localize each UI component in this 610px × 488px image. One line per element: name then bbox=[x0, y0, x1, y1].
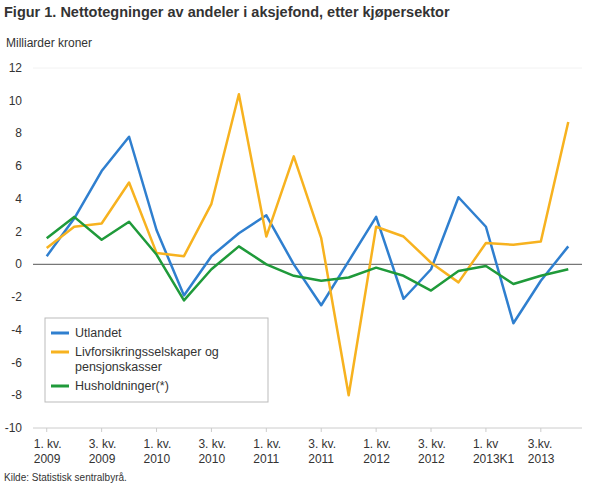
legend-box bbox=[45, 318, 268, 402]
y-tick-label: 12 bbox=[9, 61, 23, 75]
x-axis-line bbox=[33, 428, 582, 429]
y-tick-label: 6 bbox=[15, 159, 22, 173]
text-line: Utlandet bbox=[75, 326, 122, 340]
text-line: 2011 bbox=[253, 452, 279, 466]
x-tick bbox=[540, 428, 541, 432]
series-line bbox=[47, 217, 569, 300]
text-line: 2010 bbox=[198, 452, 225, 466]
x-tick-label: 3. kv.2012 bbox=[418, 437, 446, 466]
y-tick bbox=[30, 428, 33, 429]
x-tick bbox=[266, 428, 267, 432]
y-tick-label: -10 bbox=[5, 421, 23, 435]
y-tick bbox=[30, 68, 33, 69]
text-line: 2011 bbox=[308, 452, 334, 466]
text-line: 2009 bbox=[89, 452, 116, 466]
title: Figur 1. Nettotegninger av andeler i aks… bbox=[4, 4, 450, 20]
x-tick-label: 3. kv.2010 bbox=[198, 437, 226, 466]
legend: Utlandet Livforsikringsselskaper ogpensjo… bbox=[45, 318, 268, 402]
x-tick bbox=[321, 428, 322, 432]
plot-area bbox=[47, 94, 569, 395]
legend-label: Utlandet bbox=[75, 326, 122, 340]
y-tick bbox=[30, 395, 33, 396]
series-line bbox=[47, 94, 569, 395]
x-tick bbox=[156, 428, 157, 432]
y-tick-label: 0 bbox=[15, 257, 22, 271]
text-line: 2012 bbox=[418, 452, 445, 466]
text-line: 1. kv. bbox=[144, 437, 172, 451]
y-tick-label: 10 bbox=[9, 94, 23, 108]
y-tick bbox=[30, 297, 33, 298]
x-tick bbox=[431, 428, 432, 432]
x-tick bbox=[101, 428, 102, 432]
legend-label: Livforsikringsselskaper ogpensjonskasser bbox=[75, 345, 219, 374]
source: Kilde: Statistisk sentralbyrå. bbox=[4, 472, 127, 483]
text-line: pensjonskasser bbox=[75, 360, 162, 374]
x-tick bbox=[376, 428, 377, 432]
x-tick bbox=[46, 428, 47, 432]
axes: -10-8-6-4-20246810121. kv.20093. kv.2009… bbox=[5, 61, 582, 466]
y-tick bbox=[30, 231, 33, 232]
y-tick bbox=[30, 166, 33, 167]
text-line: 1. kv bbox=[473, 437, 498, 451]
text-line: 3. kv. bbox=[308, 437, 336, 451]
text-line: 2009 bbox=[34, 452, 61, 466]
text-line: 2010 bbox=[144, 452, 171, 466]
x-tick-label: 3. kv.2011 bbox=[308, 437, 336, 466]
legend-label: Husholdninger(*) bbox=[75, 379, 169, 393]
legend-swatch bbox=[51, 332, 69, 335]
y-tick bbox=[30, 133, 33, 134]
y-axis-label: Milliarder kroner bbox=[6, 36, 92, 50]
text-line: 2013 bbox=[528, 452, 555, 466]
chart: Figur 1. Nettotegninger av andeler i aks… bbox=[0, 0, 610, 488]
y-tick-label: -2 bbox=[11, 290, 22, 304]
y-tick-label: 8 bbox=[15, 126, 22, 140]
x-tick-label: 1. kv.2011 bbox=[253, 437, 281, 466]
x-tick-label: 1. kv.2012 bbox=[363, 437, 391, 466]
text-line: 2012 bbox=[363, 452, 390, 466]
series-line bbox=[47, 137, 569, 324]
x-tick-label: 3. kv.2009 bbox=[89, 437, 117, 466]
text-line: 3. kv. bbox=[198, 437, 226, 451]
y-tick bbox=[30, 362, 33, 363]
y-tick bbox=[30, 198, 33, 199]
x-tick-label: 1. kv.2009 bbox=[34, 437, 62, 466]
x-tick-label: 1. kv2013K1 bbox=[473, 437, 515, 466]
text-line: 1. kv. bbox=[253, 437, 281, 451]
text-line: Livforsikringsselskaper og bbox=[75, 345, 219, 359]
x-tick bbox=[485, 428, 486, 432]
x-tick bbox=[211, 428, 212, 432]
y-tick-label: -4 bbox=[11, 323, 22, 337]
top-range-line bbox=[33, 68, 582, 69]
x-tick-label: 3.kv.2013 bbox=[528, 437, 555, 466]
legend-swatch bbox=[51, 385, 69, 388]
y-tick-label: 4 bbox=[15, 192, 22, 206]
text-line: 3.kv. bbox=[528, 437, 552, 451]
y-tick-label: -8 bbox=[11, 388, 22, 402]
y-tick bbox=[30, 100, 33, 101]
y-tick bbox=[30, 264, 33, 265]
legend-swatch bbox=[51, 351, 69, 354]
y-tick-label: -6 bbox=[11, 356, 22, 370]
text-line: 1. kv. bbox=[34, 437, 62, 451]
text-line: Husholdninger(*) bbox=[75, 379, 169, 393]
text-line: 3. kv. bbox=[89, 437, 117, 451]
y-tick-label: 2 bbox=[15, 225, 22, 239]
zero-line bbox=[33, 264, 582, 265]
y-tick bbox=[30, 329, 33, 330]
x-tick-label: 1. kv.2010 bbox=[144, 437, 172, 466]
text-line: 1. kv. bbox=[363, 437, 391, 451]
text-line: 3. kv. bbox=[418, 437, 446, 451]
text-line: 2013K1 bbox=[473, 452, 515, 466]
